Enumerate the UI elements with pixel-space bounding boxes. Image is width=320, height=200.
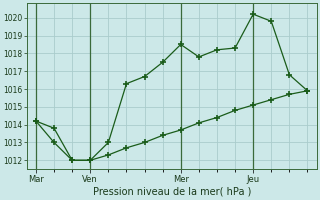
X-axis label: Pression niveau de la mer( hPa ): Pression niveau de la mer( hPa ) — [92, 187, 251, 197]
